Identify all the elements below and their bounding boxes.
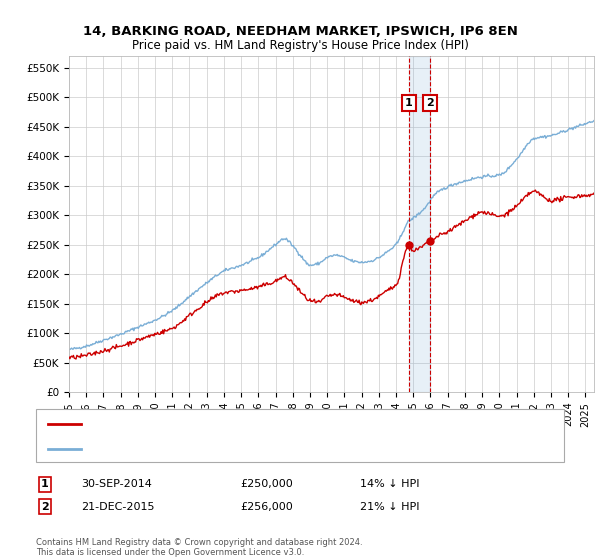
Text: 2: 2 — [426, 98, 434, 108]
Text: 14, BARKING ROAD, NEEDHAM MARKET, IPSWICH, IP6 8EN: 14, BARKING ROAD, NEEDHAM MARKET, IPSWIC… — [83, 25, 517, 38]
Text: 1: 1 — [41, 479, 49, 489]
Text: 14% ↓ HPI: 14% ↓ HPI — [360, 479, 419, 489]
Text: 21% ↓ HPI: 21% ↓ HPI — [360, 502, 419, 512]
Text: 21-DEC-2015: 21-DEC-2015 — [81, 502, 155, 512]
Text: £250,000: £250,000 — [240, 479, 293, 489]
Text: Price paid vs. HM Land Registry's House Price Index (HPI): Price paid vs. HM Land Registry's House … — [131, 39, 469, 52]
Bar — [409, 56, 430, 392]
Text: Contains HM Land Registry data © Crown copyright and database right 2024.
This d: Contains HM Land Registry data © Crown c… — [36, 538, 362, 557]
Text: £256,000: £256,000 — [240, 502, 293, 512]
Text: HPI: Average price, detached house, Mid Suffolk: HPI: Average price, detached house, Mid … — [87, 444, 327, 454]
Text: 30-SEP-2014: 30-SEP-2014 — [81, 479, 152, 489]
Text: 14, BARKING ROAD, NEEDHAM MARKET, IPSWICH, IP6 8EN (detached house): 14, BARKING ROAD, NEEDHAM MARKET, IPSWIC… — [87, 419, 469, 429]
Text: 1: 1 — [405, 98, 413, 108]
Text: 2: 2 — [41, 502, 49, 512]
